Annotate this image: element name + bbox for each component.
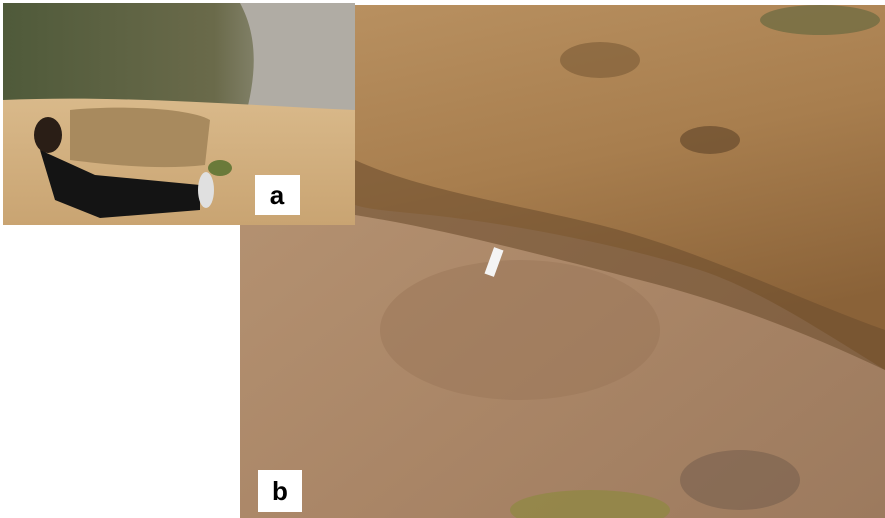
label-a: a (255, 175, 300, 215)
panel-label: b (272, 476, 288, 506)
label-b: b (258, 470, 302, 512)
photo-a (3, 3, 355, 225)
panel-label: a (270, 180, 285, 210)
photo-b (240, 5, 885, 518)
